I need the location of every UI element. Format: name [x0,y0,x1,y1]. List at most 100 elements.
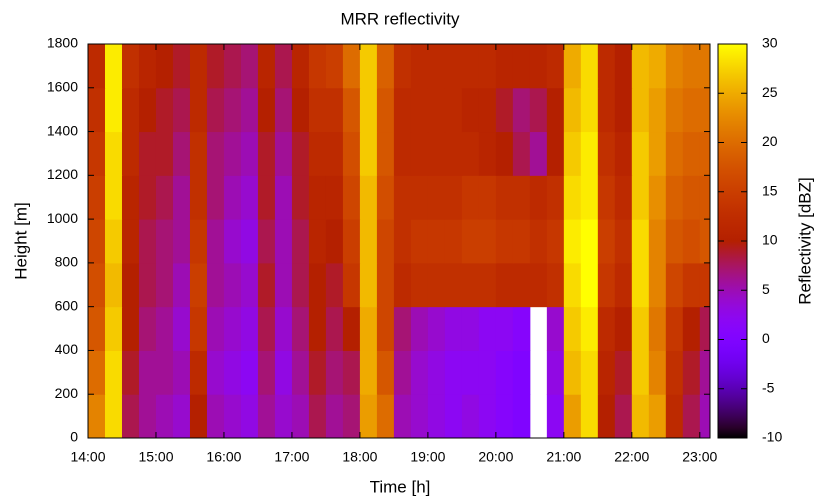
heatmap-cell [546,306,565,351]
heatmap-cell [325,131,344,176]
heatmap-cell [121,219,140,264]
heatmap-cell [155,175,174,220]
heatmap-cell [478,219,497,264]
heatmap-cell [614,175,633,220]
heatmap-cell [580,44,599,89]
heatmap-cell [342,219,361,264]
heatmap-cell [529,131,548,176]
heatmap-cell [206,219,225,264]
heatmap-cell [88,131,106,176]
colorbar-tick-label: -5 [762,379,775,395]
heatmap-cell [206,175,225,220]
colorbar-tick-label: 10 [762,232,778,248]
heatmap-cell [461,350,480,395]
heatmap-cell [274,131,293,176]
heatmap-cell [257,394,276,438]
heatmap-cell [597,219,616,264]
x-tick-label: 20:00 [478,449,513,465]
heatmap-cell [444,219,463,264]
y-tick-label: 1000 [47,210,78,226]
heatmap-cell [512,87,531,133]
heatmap-cell [682,306,701,351]
heatmap-cell [546,394,565,438]
heatmap-cell [291,262,310,308]
heatmap-cell [155,262,174,308]
heatmap-cell [359,262,378,308]
heatmap-cell [410,306,429,351]
heatmap-cell [240,306,259,351]
heatmap-cell [478,175,497,220]
heatmap-cell [138,87,157,133]
heatmap-cell [359,131,378,176]
heatmap-cell [189,219,208,264]
heatmap-cell [308,44,327,89]
heatmap-cell [359,44,378,89]
heatmap-cell [88,44,106,89]
heatmap-cell [597,306,616,351]
heatmap-cell [444,350,463,395]
x-tick-label: 18:00 [342,449,377,465]
heatmap-cell [410,262,429,308]
heatmap-cell [359,394,378,438]
heatmap-cell [648,219,667,264]
heatmap-cell [444,175,463,220]
heatmap-cell [155,131,174,176]
heatmap-cell [597,262,616,308]
heatmap-cell [461,219,480,264]
heatmap-cell [325,219,344,264]
heatmap-cell [580,306,599,351]
heatmap-cell [376,175,395,220]
heatmap-cell [274,175,293,220]
heatmap-cell [291,87,310,133]
heatmap-cell [597,394,616,438]
y-tick-label: 200 [55,385,79,401]
heatmap-cell [614,44,633,89]
heatmap-cell [461,131,480,176]
heatmap-cell [563,87,582,133]
heatmap-cell [580,350,599,395]
heatmap-cell [546,44,565,89]
heatmap-cell [563,306,582,351]
heatmap-cell [495,175,514,220]
heatmap-cell [342,350,361,395]
heatmap-cell [223,350,242,395]
heatmap-cell [308,219,327,264]
heatmap-cell [223,306,242,351]
x-tick-label: 16:00 [206,449,241,465]
heatmap-cell [597,175,616,220]
heatmap-cell [427,262,446,308]
heatmap-cell [88,394,106,438]
heatmap-cell [393,87,412,133]
heatmap-cell [308,350,327,395]
heatmap-cell [359,87,378,133]
heatmap-cell [512,219,531,264]
heatmap-cell [104,87,123,133]
heatmap-cell [410,394,429,438]
heatmap-cell [223,131,242,176]
heatmap-cell [614,219,633,264]
colorbar-tick-label: 30 [762,35,778,51]
heatmap-cell [393,262,412,308]
heatmap-cell [240,394,259,438]
heatmap-cell [427,175,446,220]
heatmap-cell [682,350,701,395]
heatmap-cell [274,44,293,89]
heatmap-cell [580,394,599,438]
heatmap-cell [342,131,361,176]
heatmap-cell [495,262,514,308]
heatmap-cell [512,44,531,89]
heatmap-cell [342,262,361,308]
y-axis-label: Height [m] [11,202,30,279]
heatmap-cell [325,262,344,308]
heatmap-cell [546,175,565,220]
heatmap-cell [189,131,208,176]
heatmap-cell [427,131,446,176]
heatmap-cell [223,44,242,89]
heatmap-cell [614,131,633,176]
heatmap-cell [444,44,463,89]
heatmap-cell [478,44,497,89]
colorbar-tick-label: 15 [762,182,778,198]
heatmap-cell [393,175,412,220]
heatmap-cell [206,87,225,133]
heatmap-cell [308,175,327,220]
